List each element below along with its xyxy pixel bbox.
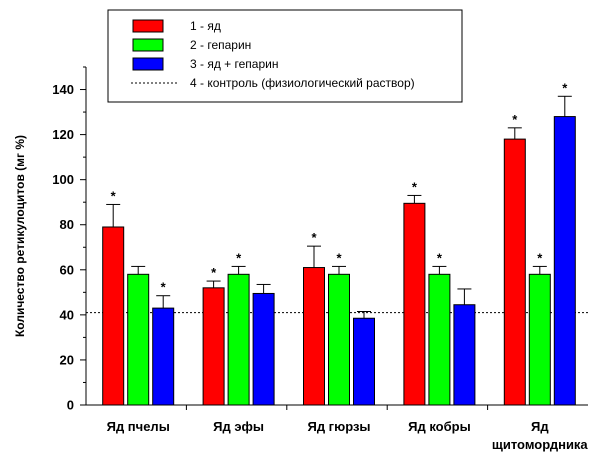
legend-swatch xyxy=(132,57,164,71)
bar xyxy=(227,273,250,406)
bar xyxy=(102,226,125,406)
significance-marker: * xyxy=(437,250,443,265)
bar xyxy=(127,273,150,406)
bar xyxy=(553,116,576,406)
significance-marker: * xyxy=(512,112,518,127)
bar xyxy=(353,317,375,406)
significance-marker: * xyxy=(412,179,418,194)
y-tick-label: 120 xyxy=(52,127,74,142)
significance-marker: * xyxy=(161,280,167,295)
legend-label: 3 - яд + гепарин xyxy=(190,57,278,71)
y-tick-label: 60 xyxy=(60,262,74,277)
significance-marker: * xyxy=(562,80,568,95)
y-tick-label: 20 xyxy=(60,352,74,367)
y-tick-label: 100 xyxy=(52,172,74,187)
significance-marker: * xyxy=(236,250,242,265)
y-tick-label: 140 xyxy=(52,82,74,97)
bar xyxy=(252,292,275,406)
significance-marker: * xyxy=(537,250,543,265)
significance-marker: * xyxy=(336,250,342,265)
bar xyxy=(152,307,175,406)
category-label: Яд xyxy=(531,419,549,434)
category-label: Яд гюрзы xyxy=(307,419,370,434)
category-label: Яд кобры xyxy=(408,419,471,434)
category-label: щитомордника xyxy=(492,437,589,452)
category-label: Яд пчелы xyxy=(107,419,170,434)
legend-label: 1 - яд xyxy=(190,19,221,33)
legend-swatch xyxy=(132,19,164,33)
bar xyxy=(503,138,526,406)
legend: 1 - яд 2 - гепарин 3 - яд + гепарин 4 - кон… xyxy=(107,9,463,103)
y-tick-label: 40 xyxy=(60,307,74,322)
y-tick-label: 0 xyxy=(67,398,74,413)
bar xyxy=(528,273,551,406)
bar xyxy=(453,304,476,406)
bar xyxy=(328,273,350,406)
legend-label: 4 - контроль (физиологический раствор) xyxy=(190,76,415,90)
labels: 0 20 40 60 80 100 120 140 Количество ретикулоцит… xyxy=(13,80,588,452)
bars xyxy=(102,95,576,406)
y-tick-label: 80 xyxy=(60,217,74,232)
bar xyxy=(428,273,451,406)
legend-box xyxy=(107,9,463,103)
legend-swatch xyxy=(132,38,164,52)
bar xyxy=(303,267,325,406)
y-axis-label: Количество ретикулоцитов (мг %) xyxy=(13,135,27,337)
bar xyxy=(403,202,426,406)
legend-label: 2 - гепарин xyxy=(190,38,251,52)
category-label: Яд эфы xyxy=(213,419,264,434)
significance-marker: * xyxy=(111,188,117,203)
significance-marker: * xyxy=(211,265,217,280)
bar xyxy=(202,287,225,406)
significance-marker: * xyxy=(311,230,317,245)
